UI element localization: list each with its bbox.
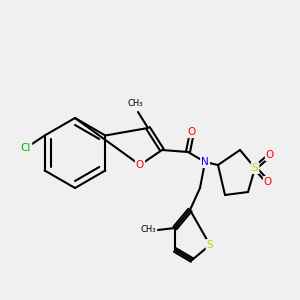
Text: N: N bbox=[201, 157, 209, 167]
Text: S: S bbox=[252, 163, 258, 173]
Text: O: O bbox=[188, 127, 196, 137]
Text: S: S bbox=[207, 240, 213, 250]
Text: Cl: Cl bbox=[21, 143, 31, 153]
Text: O: O bbox=[136, 160, 144, 170]
Text: CH₃: CH₃ bbox=[127, 99, 143, 108]
Text: O: O bbox=[266, 150, 274, 160]
Text: CH₃: CH₃ bbox=[140, 226, 156, 235]
Text: O: O bbox=[264, 177, 272, 187]
